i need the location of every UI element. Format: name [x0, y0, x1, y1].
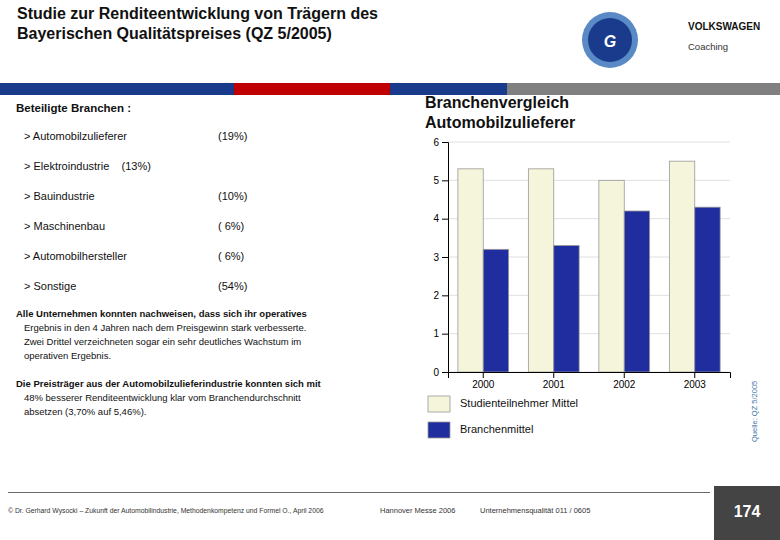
annotation-line: Ergebnis in den 4 Jahren nach dem Preisg…: [16, 322, 306, 333]
footer-text: Hannover Messe 2006: [380, 506, 455, 515]
bar: [669, 161, 694, 372]
tick: 6: [433, 137, 448, 148]
page-title: Studie zur Renditeentwicklung von Träger…: [17, 5, 378, 42]
tick-label: 2: [433, 290, 439, 301]
tick-label: 6: [433, 137, 439, 148]
bullet-share: (54%): [218, 280, 247, 292]
tick-label: 2002: [613, 379, 636, 390]
tick-mark: [442, 257, 448, 258]
tick: 2000: [472, 372, 495, 390]
series: [483, 207, 720, 372]
page: Studie zur Renditeentwicklung von Träger…: [0, 0, 780, 540]
annotation-line: Studie zur Renditeentwicklung von Träger…: [17, 5, 378, 22]
legend-item: Branchenmittel: [428, 422, 533, 438]
logo-disc: [588, 18, 632, 62]
chart-title: Branchenvergleich: [425, 94, 569, 111]
bullet-item: > Maschinenbau: [24, 220, 105, 232]
logo-ring: [582, 12, 638, 68]
stripe: [507, 83, 780, 95]
tick-label: 3: [433, 252, 439, 263]
bar: [483, 249, 508, 372]
annotation-line: absetzen (3,70% auf 5,46%).: [16, 406, 146, 417]
tick: 1: [433, 328, 448, 339]
tick: 2001: [543, 372, 566, 390]
bullet-item: > Bauindustrie: [24, 190, 95, 202]
tick-label: 2001: [543, 379, 566, 390]
bar: [599, 180, 624, 372]
annotation-line: 48% besserer Renditeentwicklung klar vom…: [16, 392, 301, 403]
tick: 5: [433, 175, 448, 186]
tick: 2002: [613, 372, 636, 390]
legend-label: Branchenmittel: [460, 423, 533, 435]
grid-line: [448, 142, 730, 143]
axis-line: [449, 373, 731, 379]
grid: [448, 142, 730, 372]
bullet-share: ( 6%): [218, 220, 244, 232]
series: [458, 161, 695, 372]
tick-label: 0: [433, 367, 439, 378]
legend-item: Studienteilnehmer Mittel: [428, 396, 578, 412]
logo-text: Coaching: [688, 41, 728, 52]
tick-mark: [442, 372, 448, 373]
tick-label: 4: [433, 213, 439, 224]
bullet-share: (19%): [218, 130, 247, 142]
tick-mark: [442, 334, 448, 335]
bar: [458, 169, 483, 372]
text-block: 48% besserer Renditeentwicklung klar vom…: [16, 392, 301, 417]
annotation-line: operativen Ergebnis.: [16, 350, 111, 361]
footer-text: © Dr. Gerhard Wysocki – Zukunft der Auto…: [8, 507, 324, 515]
bullet-item: > Automobilzulieferer: [24, 130, 127, 142]
decoration: [0, 12, 780, 540]
tick-mark: [442, 295, 448, 296]
logo-letter: G: [604, 33, 616, 50]
bullet-item: > Sonstige: [24, 280, 76, 292]
tick-mark: [483, 372, 484, 378]
annotation-line: Bayerischen Qualitätspreises (QZ 5/2005): [17, 25, 332, 42]
source-label: Quelle: QZ 5/2005: [750, 381, 759, 442]
bar: [528, 169, 553, 372]
tick-label: 5: [433, 175, 439, 186]
page-box: [714, 486, 780, 540]
tick: 2003: [684, 372, 707, 390]
x-axis: 2000 2001 2002 2003: [449, 372, 731, 390]
tick: 0: [433, 367, 448, 378]
footer-rule: [8, 492, 710, 493]
bar: [554, 246, 579, 373]
text-block: Ergebnis in den 4 Jahren nach dem Preisg…: [16, 322, 306, 361]
section-label: Beteiligte Branchen :: [16, 102, 131, 114]
axis-line: [442, 143, 449, 373]
legend-label: Studienteilnehmer Mittel: [460, 397, 578, 409]
text-block: Alle Unternehmen konnten nachweisen, das…: [16, 308, 307, 319]
tick-mark: [442, 219, 448, 220]
annotation-line: Zwei Drittel verzeichneten sogar ein seh…: [16, 336, 301, 347]
logo-text: VOLKSWAGEN: [688, 21, 760, 32]
bullet-share: (10%): [218, 190, 247, 202]
tick: 3: [433, 252, 448, 263]
bar: [695, 207, 720, 372]
tick-mark: [624, 372, 625, 378]
chart-subtitle: Automobilzulieferer: [425, 114, 575, 131]
legend: Studienteilnehmer Mittel Branchenmittel: [428, 396, 578, 438]
bars: [458, 161, 720, 372]
legend-swatch: [428, 396, 450, 412]
plot: 0 1 2 3 4 5 6 2000 2001 2002 2003: [433, 137, 730, 390]
page-number: 174: [734, 503, 761, 520]
y-axis: 0 1 2 3 4 5 6: [433, 137, 448, 378]
tick-mark: [553, 372, 554, 378]
tick-mark: [442, 142, 448, 143]
text-block: Die Preisträger aus der Automobilzuliefe…: [16, 378, 322, 389]
bullet-item: > Elektroindustrie (13%): [24, 160, 151, 172]
tick-mark: [442, 180, 448, 181]
tick-label: 2003: [684, 379, 707, 390]
tick-mark: [694, 372, 695, 378]
tick: 4: [433, 213, 448, 224]
legend-swatch: [428, 422, 450, 438]
tick-label: 1: [433, 328, 439, 339]
bar: [624, 211, 649, 372]
footer-text: Unternehmensqualität 011 / 0605: [480, 506, 590, 515]
bullet-item: > Automobilhersteller: [24, 250, 127, 262]
bullet-share: ( 6%): [218, 250, 244, 262]
tick-label: 2000: [472, 379, 495, 390]
tick: 2: [433, 290, 448, 301]
